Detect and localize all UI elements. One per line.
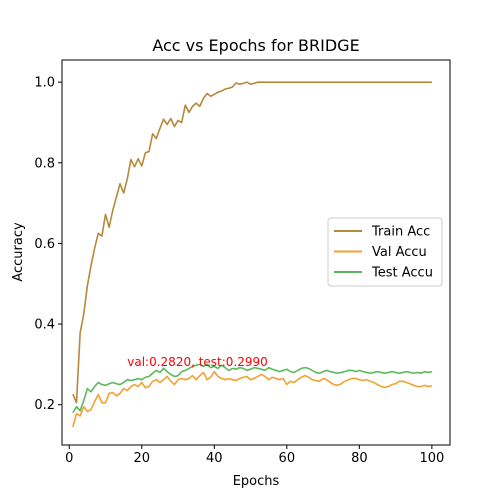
x-tick-label: 100 xyxy=(419,451,444,466)
y-tick-label: 0.8 xyxy=(34,156,55,171)
legend-label: Train Acc xyxy=(371,225,430,240)
x-tick-label: 0 xyxy=(65,451,73,466)
legend-label: Test Accu xyxy=(371,266,433,281)
x-tick-label: 80 xyxy=(351,451,368,466)
y-axis-label: Accuracy xyxy=(11,222,26,282)
y-tick-label: 0.6 xyxy=(34,237,55,252)
x-tick-label: 40 xyxy=(206,451,223,466)
legend: Train Acc Val Accu Test Accu xyxy=(328,218,442,286)
x-tick-label: 20 xyxy=(134,451,151,466)
x-axis-label: Epochs xyxy=(233,474,280,489)
y-tick-label: 0.2 xyxy=(34,398,55,413)
legend-label: Val Accu xyxy=(372,245,427,260)
best-result-annotation: val:0.2820, test:0.2990 xyxy=(127,355,268,369)
y-tick-label: 0.4 xyxy=(34,318,55,333)
x-tick-label: 60 xyxy=(279,451,296,466)
y-tick-label: 1.0 xyxy=(34,76,55,91)
chart-title: Acc vs Epochs for BRIDGE xyxy=(152,36,359,55)
